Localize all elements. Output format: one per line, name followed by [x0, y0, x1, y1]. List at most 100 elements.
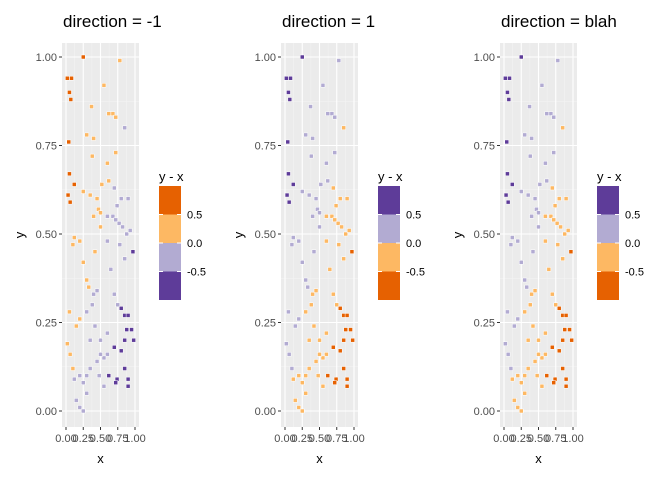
- data-point: [285, 139, 291, 145]
- data-point: [524, 284, 530, 290]
- x-tick-label: 0.50: [309, 433, 330, 445]
- data-point: [350, 337, 355, 343]
- data-point: [558, 224, 563, 230]
- legend-title: y - x: [597, 169, 622, 184]
- data-point: [303, 277, 308, 283]
- data-point: [544, 178, 550, 184]
- data-point: [529, 214, 534, 219]
- data-point: [341, 125, 346, 131]
- data-point: [84, 277, 89, 283]
- x-axis-title: x: [97, 451, 104, 466]
- data-point: [532, 359, 538, 364]
- legend-label: 0.5: [625, 210, 640, 222]
- data-point: [98, 337, 103, 343]
- data-point: [522, 309, 527, 315]
- y-tick-label: 0.50: [474, 229, 495, 241]
- data-point: [65, 341, 70, 346]
- data-point: [308, 104, 313, 109]
- data-point: [108, 267, 114, 272]
- legend-label: 0.0: [406, 238, 421, 250]
- data-point: [344, 313, 350, 318]
- data-point: [551, 217, 556, 223]
- x-tick-label: 0.75: [545, 433, 566, 445]
- data-point: [106, 373, 112, 378]
- panel-title: direction = 1: [282, 12, 375, 31]
- data-point: [91, 136, 96, 141]
- data-point: [529, 136, 534, 141]
- data-point: [555, 242, 561, 247]
- data-point: [291, 376, 296, 382]
- data-point: [554, 221, 560, 226]
- data-point: [543, 214, 548, 219]
- data-point: [67, 309, 72, 315]
- data-point: [81, 54, 86, 60]
- data-point: [525, 192, 531, 198]
- data-point: [331, 185, 336, 191]
- legend-key: [378, 243, 400, 272]
- data-point: [337, 348, 343, 354]
- x-tick-label: 0.25: [292, 433, 313, 445]
- data-point: [544, 373, 550, 378]
- data-point: [306, 192, 312, 198]
- data-point: [510, 182, 515, 187]
- data-point: [317, 210, 322, 216]
- data-point: [293, 323, 298, 329]
- data-point: [318, 182, 324, 187]
- y-tick-label: 0.75: [255, 141, 276, 153]
- data-point: [99, 182, 105, 187]
- x-tick-label: 1.00: [562, 433, 583, 445]
- data-point: [532, 288, 538, 293]
- data-point: [77, 405, 83, 410]
- data-point: [317, 337, 322, 343]
- data-point: [536, 210, 541, 216]
- data-point: [504, 139, 510, 145]
- data-point: [327, 267, 333, 272]
- data-point: [512, 323, 517, 329]
- data-point: [515, 405, 521, 410]
- data-point: [125, 383, 131, 389]
- data-point: [305, 284, 311, 290]
- data-point: [324, 238, 329, 244]
- data-point: [311, 323, 317, 329]
- data-point: [539, 83, 545, 88]
- data-point: [505, 309, 510, 315]
- data-point: [348, 327, 353, 332]
- data-point: [506, 97, 512, 102]
- data-point: [296, 373, 302, 378]
- x-axis-title: x: [535, 451, 542, 466]
- data-point: [300, 54, 305, 60]
- data-point: [325, 373, 331, 378]
- y-tick-label: 0.25: [255, 318, 276, 330]
- data-point: [336, 242, 342, 247]
- data-point: [341, 337, 346, 343]
- data-point: [91, 291, 96, 297]
- data-point: [288, 75, 293, 81]
- data-point: [286, 171, 291, 177]
- data-point: [113, 380, 118, 385]
- data-point: [131, 337, 136, 343]
- legend-key: [597, 243, 619, 272]
- legend-key: [159, 271, 181, 300]
- data-point: [94, 359, 100, 364]
- data-point: [122, 366, 127, 371]
- data-point: [112, 345, 117, 350]
- data-point: [522, 277, 527, 283]
- data-point: [118, 348, 124, 354]
- data-point: [519, 54, 524, 60]
- data-point: [87, 337, 93, 343]
- legend-title: y - x: [378, 169, 403, 184]
- data-point: [527, 302, 533, 308]
- data-point: [86, 284, 92, 290]
- data-point: [522, 373, 527, 378]
- data-point: [101, 383, 107, 389]
- data-point: [296, 316, 302, 322]
- data-point: [519, 408, 524, 414]
- data-point: [337, 196, 343, 201]
- legend-key: [378, 186, 400, 215]
- x-tick-label: 0.00: [55, 433, 76, 445]
- data-point: [118, 196, 124, 201]
- data-point: [522, 132, 527, 138]
- data-point: [117, 58, 123, 63]
- data-point: [77, 373, 83, 378]
- data-point: [546, 267, 552, 272]
